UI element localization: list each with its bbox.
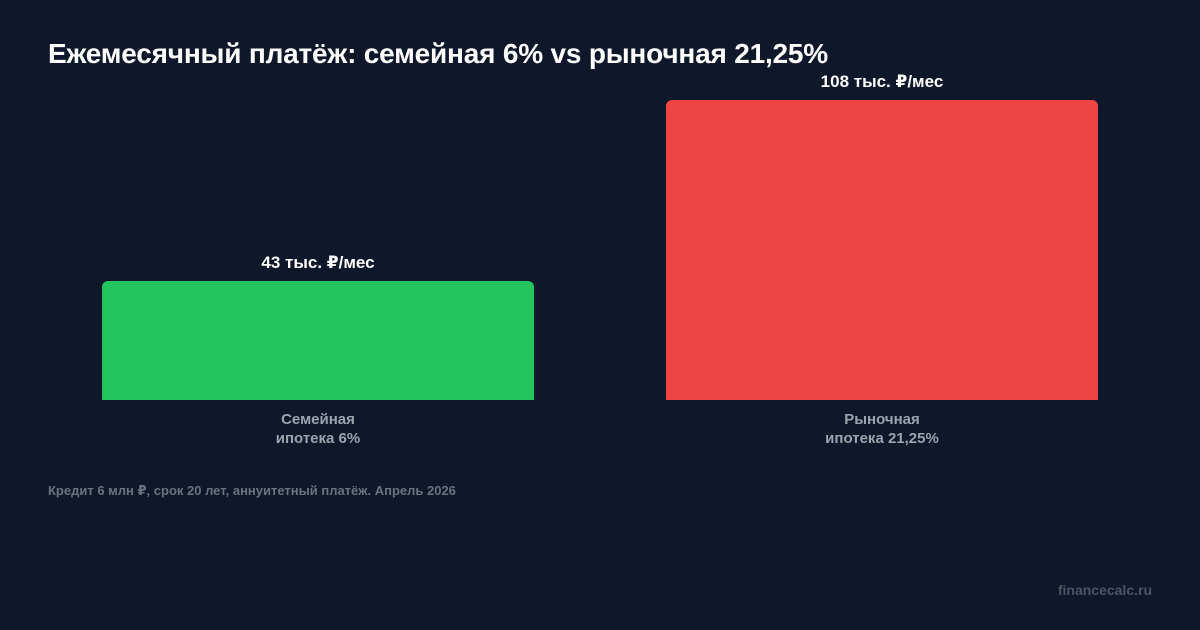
category-label-line1: Семейная <box>281 411 355 428</box>
category-label-line2: ипотека 21,25% <box>825 430 939 447</box>
bar-value-label-1: 43 тыс. ₽/мес <box>261 252 375 272</box>
footnote: Кредит 6 млн ₽, срок 20 лет, аннуитетный… <box>48 483 456 498</box>
category-label-1: Семейная ипотека 6% <box>102 410 534 448</box>
category-label-line2: ипотека 6% <box>275 430 361 447</box>
bar-2 <box>666 100 1098 400</box>
bar-1 <box>102 280 534 400</box>
watermark: financecalc.ru <box>1057 582 1152 598</box>
category-label-2: Рыночная ипотека 21,25% <box>666 410 1098 448</box>
category-label-line1: Рыночная <box>844 411 920 428</box>
bar-value-label-2: 108 тыс. ₽/мес <box>820 72 944 91</box>
chart-title: Ежемесячный платёж: семейная 6% vs рыноч… <box>48 38 828 69</box>
